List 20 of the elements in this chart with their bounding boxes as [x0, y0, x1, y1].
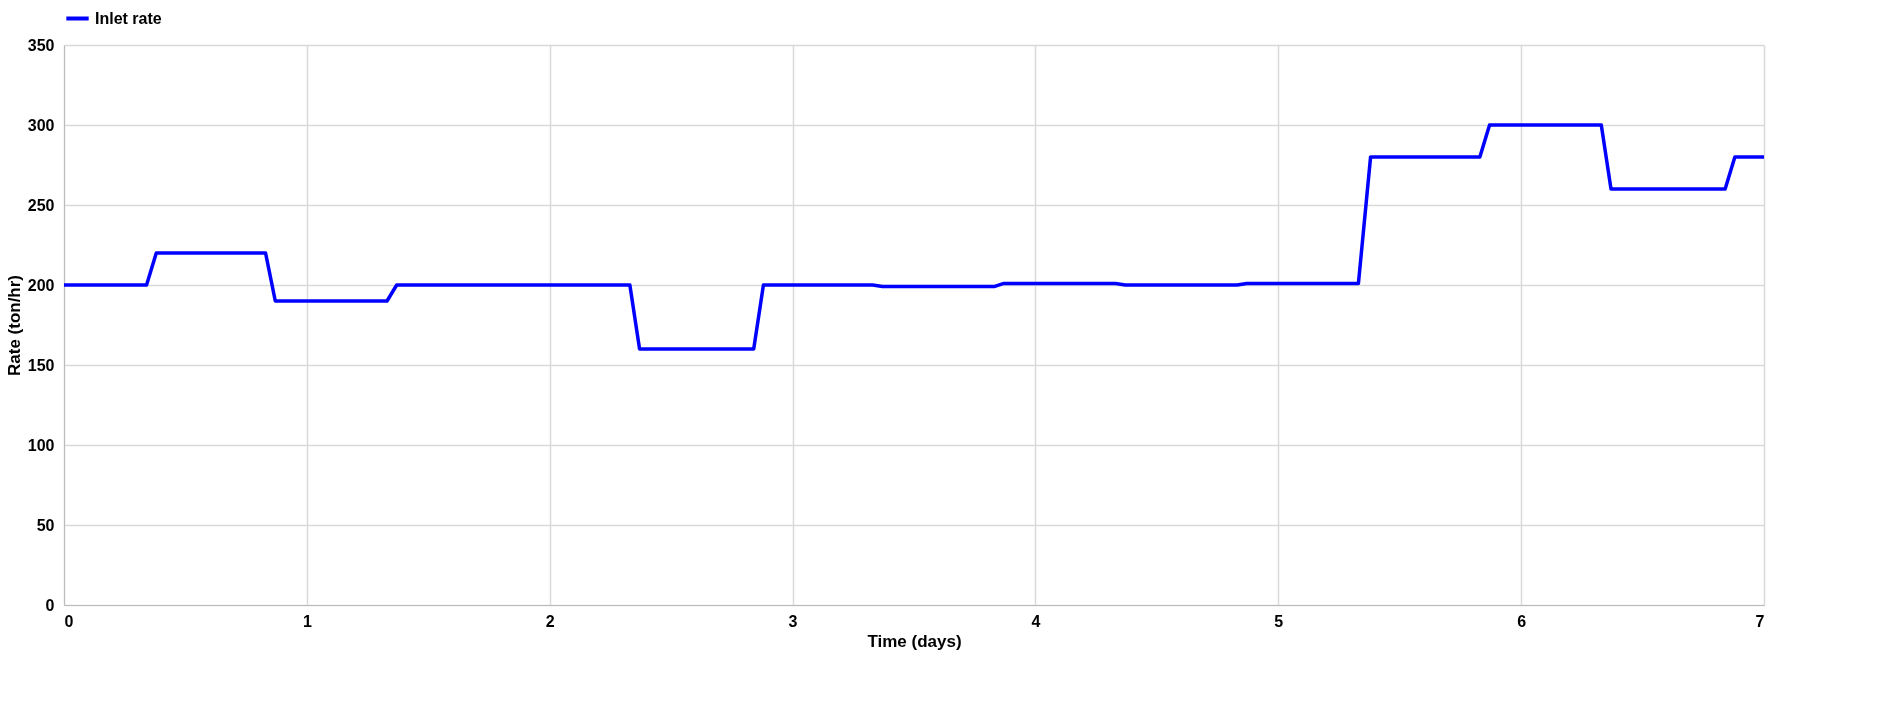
y-tick-label: 350: [27, 36, 55, 54]
y-tick-label: 300: [27, 116, 55, 134]
line-series: [62, 123, 1766, 351]
y-tick-label: 50: [36, 516, 55, 534]
y-tick-label: 200: [27, 276, 55, 294]
x-tick-label: 5: [1274, 612, 1284, 630]
y-tick-label: 100: [27, 436, 55, 454]
x-tick-label: 4: [1031, 612, 1041, 630]
x-tick-label: 1: [302, 612, 312, 630]
y-axis-title: Rate (ton/hr): [4, 274, 24, 377]
y-tick-label: 0: [45, 596, 55, 614]
y-tick-label: 150: [27, 356, 55, 374]
x-axis-title: Time (days): [867, 631, 962, 651]
x-tick-label: 6: [1517, 612, 1527, 630]
x-tick-label: 3: [788, 612, 798, 630]
y-tick-label: 250: [27, 196, 55, 214]
x-tick-label: 7: [1755, 612, 1765, 630]
x-tick-label: 2: [545, 612, 555, 630]
x-tick-label: 0: [64, 612, 74, 630]
legend-label: Inlet rate: [95, 9, 162, 27]
